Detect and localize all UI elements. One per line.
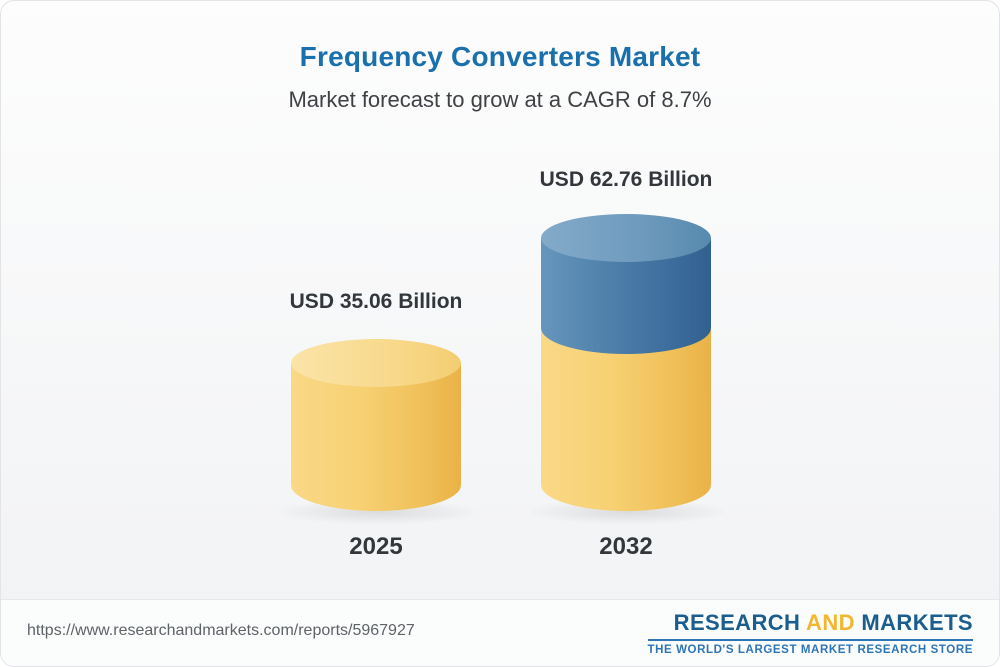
bar-2032-cylinder xyxy=(541,214,711,511)
logo-wordmark: RESEARCH AND MARKETS xyxy=(648,610,974,636)
logo-word-research: RESEARCH xyxy=(673,610,801,635)
bar-2025-cylinder xyxy=(291,339,461,511)
bar-2025-top-ellipse xyxy=(291,339,461,387)
report-url: https://www.researchandmarkets.com/repor… xyxy=(27,622,415,639)
bar-2032-top-ellipse xyxy=(541,214,711,262)
value-label-2032: USD 62.76 Billion xyxy=(539,168,713,191)
value-label-2025: USD 35.06 Billion xyxy=(289,290,463,313)
x-axis-label-2025: 2025 xyxy=(349,533,403,560)
footer-bar: https://www.researchandmarkets.com/repor… xyxy=(1,599,999,666)
research-and-markets-logo: RESEARCH AND MARKETS THE WORLD'S LARGEST… xyxy=(647,610,974,656)
logo-word-markets: MARKETS xyxy=(861,610,973,635)
logo-divider-line xyxy=(647,639,973,641)
chart-subtitle: Market forecast to grow at a CAGR of 8.7… xyxy=(288,87,712,112)
x-axis-label-2032: 2032 xyxy=(599,533,653,560)
logo-tagline: THE WORLD'S LARGEST MARKET RESEARCH STOR… xyxy=(647,644,973,656)
bar-2025-body xyxy=(291,363,461,511)
logo-word-and: AND xyxy=(800,610,862,635)
chart-title: Frequency Converters Market xyxy=(299,41,701,72)
